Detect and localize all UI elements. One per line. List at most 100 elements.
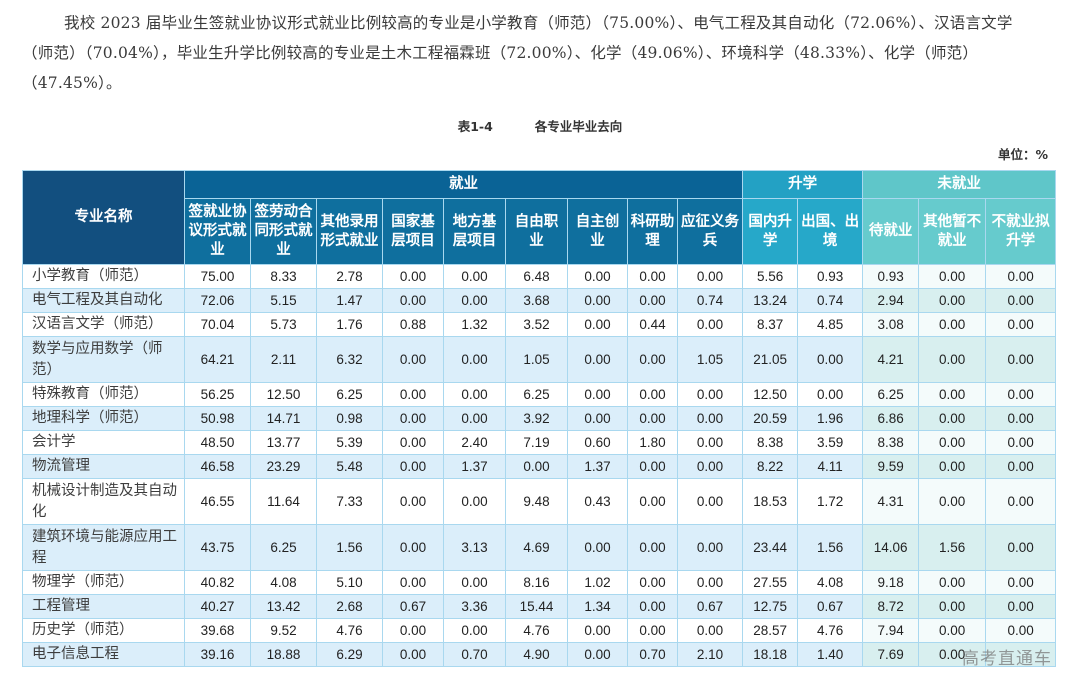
value-cell: 0.00 bbox=[382, 430, 444, 455]
header-group-row: 专业名称 就业 升学 未就业 bbox=[22, 170, 1057, 265]
value-cell: 3.68 bbox=[505, 288, 568, 313]
major-name-cell: 历史学（师范） bbox=[22, 618, 185, 643]
value-cell: 0.00 bbox=[443, 618, 506, 643]
value-cell: 4.69 bbox=[505, 524, 568, 571]
header-group-unemployed: 未就业 bbox=[862, 170, 1057, 199]
table-caption-title: 各专业毕业去向 bbox=[534, 119, 623, 134]
paragraph-line-2: （师范）（70.04%），毕业生升学比例较高的专业是土木工程福霖班（72.00%… bbox=[22, 44, 979, 62]
col-header: 签劳动合同形式就业 bbox=[250, 198, 317, 265]
watermark: 高考直通车 bbox=[962, 649, 1052, 669]
value-cell: 11.64 bbox=[250, 478, 317, 525]
value-cell: 0.00 bbox=[985, 288, 1057, 313]
value-cell: 1.56 bbox=[918, 524, 987, 571]
col-header: 科研助理 bbox=[627, 198, 678, 265]
value-cell: 1.47 bbox=[316, 288, 383, 313]
value-cell bbox=[985, 642, 1057, 667]
major-name-cell: 工程管理 bbox=[22, 594, 185, 619]
value-cell: 0.00 bbox=[918, 382, 987, 407]
paragraph-line-3: （47.45%）。 bbox=[22, 74, 122, 92]
value-cell: 1.34 bbox=[567, 594, 628, 619]
value-cell: 0.00 bbox=[567, 336, 628, 383]
value-cell: 4.21 bbox=[862, 336, 920, 383]
value-cell: 0.00 bbox=[627, 454, 678, 479]
value-cell: 0.00 bbox=[382, 288, 444, 313]
value-cell: 0.00 bbox=[918, 430, 987, 455]
value-cell: 0.00 bbox=[985, 618, 1057, 643]
value-cell: 5.15 bbox=[250, 288, 317, 313]
major-name-cell: 电子信息工程 bbox=[22, 642, 185, 667]
value-cell: 0.00 bbox=[918, 642, 987, 667]
table-row: 数学与应用数学（师范） 64.21 2.11 6.32 0.00 0.00 1.05 0.00… bbox=[22, 336, 1057, 383]
value-cell: 0.00 bbox=[985, 312, 1057, 337]
value-cell: 0.00 bbox=[627, 594, 678, 619]
value-cell: 4.85 bbox=[797, 312, 864, 337]
major-name-cell: 汉语言文学（师范） bbox=[22, 312, 185, 337]
value-cell: 6.25 bbox=[316, 382, 383, 407]
value-cell: 0.00 bbox=[567, 264, 628, 289]
value-cell: 0.00 bbox=[985, 478, 1057, 525]
value-cell: 5.39 bbox=[316, 430, 383, 455]
value-cell: 4.08 bbox=[250, 570, 317, 595]
value-cell: 8.22 bbox=[742, 454, 799, 479]
col-header: 国内升学 bbox=[742, 198, 799, 265]
value-cell: 6.86 bbox=[862, 406, 920, 431]
value-cell: 0.67 bbox=[676, 594, 744, 619]
value-cell: 23.29 bbox=[250, 454, 317, 479]
value-cell: 18.18 bbox=[742, 642, 799, 667]
value-cell: 0.98 bbox=[316, 406, 383, 431]
value-cell: 12.75 bbox=[742, 594, 799, 619]
value-cell: 40.27 bbox=[184, 594, 251, 619]
col-header: 待就业 bbox=[862, 198, 920, 265]
value-cell: 0.00 bbox=[382, 406, 444, 431]
value-cell: 0.00 bbox=[627, 570, 678, 595]
col-header: 地方基层项目 bbox=[443, 198, 506, 265]
value-cell: 0.60 bbox=[567, 430, 628, 455]
table-row: 小学教育（师范） 75.00 8.33 2.78 0.00 0.00 6.48 0.00 0.0… bbox=[22, 264, 1057, 289]
value-cell: 1.80 bbox=[627, 430, 678, 455]
col-header: 不就业拟升学 bbox=[985, 198, 1057, 265]
value-cell: 14.71 bbox=[250, 406, 317, 431]
value-cell: 1.05 bbox=[505, 336, 568, 383]
value-cell: 4.76 bbox=[316, 618, 383, 643]
value-cell: 8.38 bbox=[742, 430, 799, 455]
value-cell: 0.00 bbox=[627, 382, 678, 407]
value-cell: 39.68 bbox=[184, 618, 251, 643]
value-cell: 4.76 bbox=[505, 618, 568, 643]
table-caption: 表1-4 各专业毕业去向 bbox=[0, 116, 1080, 135]
value-cell: 70.04 bbox=[184, 312, 251, 337]
value-cell: 1.96 bbox=[797, 406, 864, 431]
value-cell: 0.00 bbox=[627, 288, 678, 313]
value-cell: 0.00 bbox=[918, 264, 987, 289]
table-body: 小学教育（师范） 75.00 8.33 2.78 0.00 0.00 6.48 0.00 0.0… bbox=[22, 264, 1057, 667]
value-cell: 0.00 bbox=[797, 336, 864, 383]
value-cell: 28.57 bbox=[742, 618, 799, 643]
value-cell: 0.00 bbox=[382, 382, 444, 407]
table-row: 物理学（师范） 40.82 4.08 5.10 0.00 0.00 8.16 1.02 0.00… bbox=[22, 570, 1057, 595]
value-cell: 8.37 bbox=[742, 312, 799, 337]
value-cell: 0.00 bbox=[676, 430, 744, 455]
value-cell: 7.94 bbox=[862, 618, 920, 643]
value-cell: 5.73 bbox=[250, 312, 317, 337]
col-header: 国家基层项目 bbox=[382, 198, 444, 265]
value-cell: 0.00 bbox=[985, 594, 1057, 619]
value-cell: 2.78 bbox=[316, 264, 383, 289]
value-cell: 0.00 bbox=[985, 524, 1057, 571]
value-cell: 0.00 bbox=[627, 336, 678, 383]
value-cell: 1.56 bbox=[316, 524, 383, 571]
value-cell: 0.00 bbox=[627, 478, 678, 525]
value-cell: 21.05 bbox=[742, 336, 799, 383]
table-row: 特殊教育（师范） 56.25 12.50 6.25 0.00 0.00 6.25 0.00 0.… bbox=[22, 382, 1057, 407]
major-name-cell: 机械设计制造及其自动化 bbox=[22, 478, 185, 525]
header-group-employment: 就业 bbox=[183, 170, 744, 199]
value-cell: 0.00 bbox=[567, 288, 628, 313]
value-cell: 75.00 bbox=[184, 264, 251, 289]
value-cell: 0.00 bbox=[627, 618, 678, 643]
value-cell: 0.70 bbox=[627, 642, 678, 667]
unit-label: 单位：% bbox=[997, 147, 1048, 162]
table-row: 地理科学（师范） 50.98 14.71 0.98 0.00 0.00 3.92 0.00 0.… bbox=[22, 406, 1057, 431]
value-cell: 9.18 bbox=[862, 570, 920, 595]
col-header: 应征义务兵 bbox=[676, 198, 744, 265]
value-cell: 0.00 bbox=[985, 264, 1057, 289]
value-cell: 72.06 bbox=[184, 288, 251, 313]
value-cell: 0.00 bbox=[382, 570, 444, 595]
